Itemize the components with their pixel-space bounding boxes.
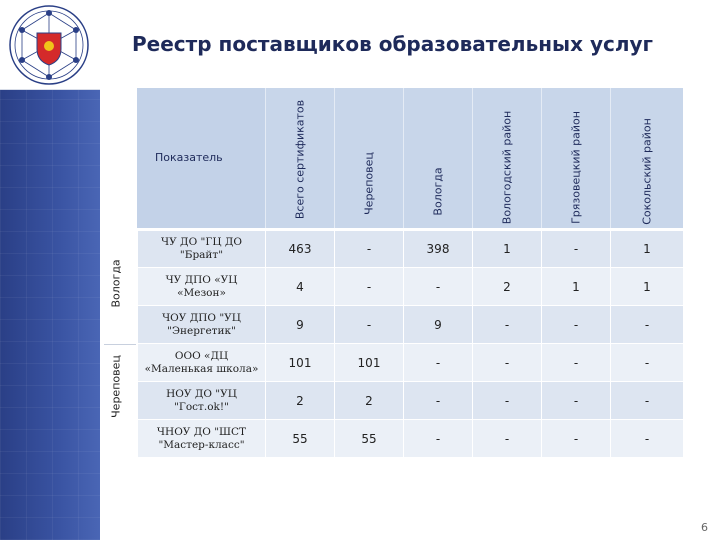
value-cell: - (334, 230, 403, 267)
logo-area (0, 0, 100, 90)
value-cell: 398 (403, 230, 472, 267)
value-cell: - (472, 343, 541, 381)
table-row: ЧУ ДПО «УЦ «Мезон» 4 - - 2 1 1 (137, 267, 683, 305)
row-name-line: "Энергетик" (167, 324, 236, 337)
row-name-line: "Брайт" (179, 249, 224, 261)
value-cell: - (403, 419, 472, 457)
header-cell-gryazovetsky: Грязовецкий район (541, 88, 610, 228)
header-cell-cherepovets: Череповец (334, 88, 403, 228)
page-number: 6 (701, 521, 708, 534)
value-cell: 1 (472, 230, 541, 267)
value-cell: - (610, 419, 683, 457)
value-cell: - (403, 381, 472, 419)
row-name-line: ЧУ ДПО «УЦ (165, 273, 238, 286)
group-label-vologda: Вологда (109, 259, 123, 308)
group-label-cherepovets: Череповец (109, 355, 123, 418)
value-cell: 2 (334, 381, 403, 419)
header-cell-vologda: Вологда (403, 88, 472, 228)
row-name-line: ЧОУ ДПО "УЦ (162, 311, 241, 324)
header-indicator-label: Показатель (155, 151, 223, 164)
value-cell: - (541, 343, 610, 381)
row-name-cell: ЧУ ДО "ГЦ ДО "Брайт" (137, 230, 265, 267)
value-cell: 9 (265, 305, 334, 343)
table-row: НОУ ДО "УЦ "Гост.ok!" 2 2 - - - - (137, 381, 683, 419)
row-name-cell: НОУ ДО "УЦ "Гост.ok!" (137, 381, 265, 419)
header-total-label: Всего сертификатов (293, 99, 307, 220)
sidebar-panel (0, 0, 100, 540)
row-name-line: «Маленькая школа» (144, 362, 259, 375)
header-vologodsky-label: Вологодский район (500, 110, 514, 225)
value-cell: - (610, 381, 683, 419)
value-cell: 101 (265, 343, 334, 381)
header-gryazovetsky-label: Грязовецкий район (569, 111, 583, 224)
header-cell-sokolsky: Сокольский район (610, 88, 683, 228)
header-cell-vologodsky: Вологодский район (472, 88, 541, 228)
value-cell: 1 (610, 230, 683, 267)
value-cell: - (541, 230, 610, 267)
value-cell: 1 (541, 267, 610, 305)
row-name-line: "Гост.ok!" (174, 400, 229, 413)
row-name-line: «Мезон» (177, 286, 226, 299)
header-sokolsky-label: Сокольский район (640, 118, 654, 225)
row-name-cell: ООО «ДЦ «Маленькая школа» (137, 343, 265, 381)
value-cell: - (610, 343, 683, 381)
row-name-line: НОУ ДО "УЦ (166, 387, 237, 400)
row-name-line: ЧНОУ ДО "ШСТ (156, 425, 247, 438)
value-cell: - (472, 419, 541, 457)
table-row: ЧНОУ ДО "ШСТ "Мастер-класс" 55 55 - - - … (137, 419, 683, 457)
value-cell: - (610, 305, 683, 343)
value-cell: 9 (403, 305, 472, 343)
header-cell-total: Всего сертификатов (265, 88, 334, 228)
row-name-line: ООО «ДЦ (174, 349, 229, 362)
coat-of-arms-logo (9, 5, 89, 85)
value-cell: - (403, 343, 472, 381)
row-name-cell: ЧОУ ДПО "УЦ "Энергетик" (137, 305, 265, 343)
row-name-cell: ЧНОУ ДО "ШСТ "Мастер-класс" (137, 419, 265, 457)
header-cell-indicator: Показатель (137, 88, 265, 228)
table-row: ЧОУ ДПО "УЦ "Энергетик" 9 - 9 - - - (137, 305, 683, 343)
row-name-cell: ЧУ ДПО «УЦ «Мезон» (137, 267, 265, 305)
page-title: Реестр поставщиков образовательных услуг (132, 32, 654, 56)
value-cell: - (403, 267, 472, 305)
group-divider (104, 344, 136, 345)
value-cell: - (541, 381, 610, 419)
row-name-line: "Мастер-класс" (158, 438, 245, 451)
value-cell: - (472, 381, 541, 419)
value-cell: 463 (265, 230, 334, 267)
value-cell: - (472, 305, 541, 343)
value-cell: 1 (610, 267, 683, 305)
value-cell: - (334, 267, 403, 305)
value-cell: 101 (334, 343, 403, 381)
value-cell: 2 (265, 381, 334, 419)
value-cell: - (541, 305, 610, 343)
value-cell: 4 (265, 267, 334, 305)
row-name-line: ЧУ ДО "ГЦ ДО (161, 236, 242, 248)
value-cell: 2 (472, 267, 541, 305)
table-row: ЧУ ДО "ГЦ ДО "Брайт" 463 - 398 1 - 1 (137, 230, 683, 267)
value-cell: 55 (265, 419, 334, 457)
value-cell: - (541, 419, 610, 457)
table-row: ООО «ДЦ «Маленькая школа» 101 101 - - - … (137, 343, 683, 381)
header-vologda-label: Вологда (431, 167, 445, 216)
value-cell: 55 (334, 419, 403, 457)
header-cherepovets-label: Череповец (362, 152, 376, 215)
value-cell: - (334, 305, 403, 343)
